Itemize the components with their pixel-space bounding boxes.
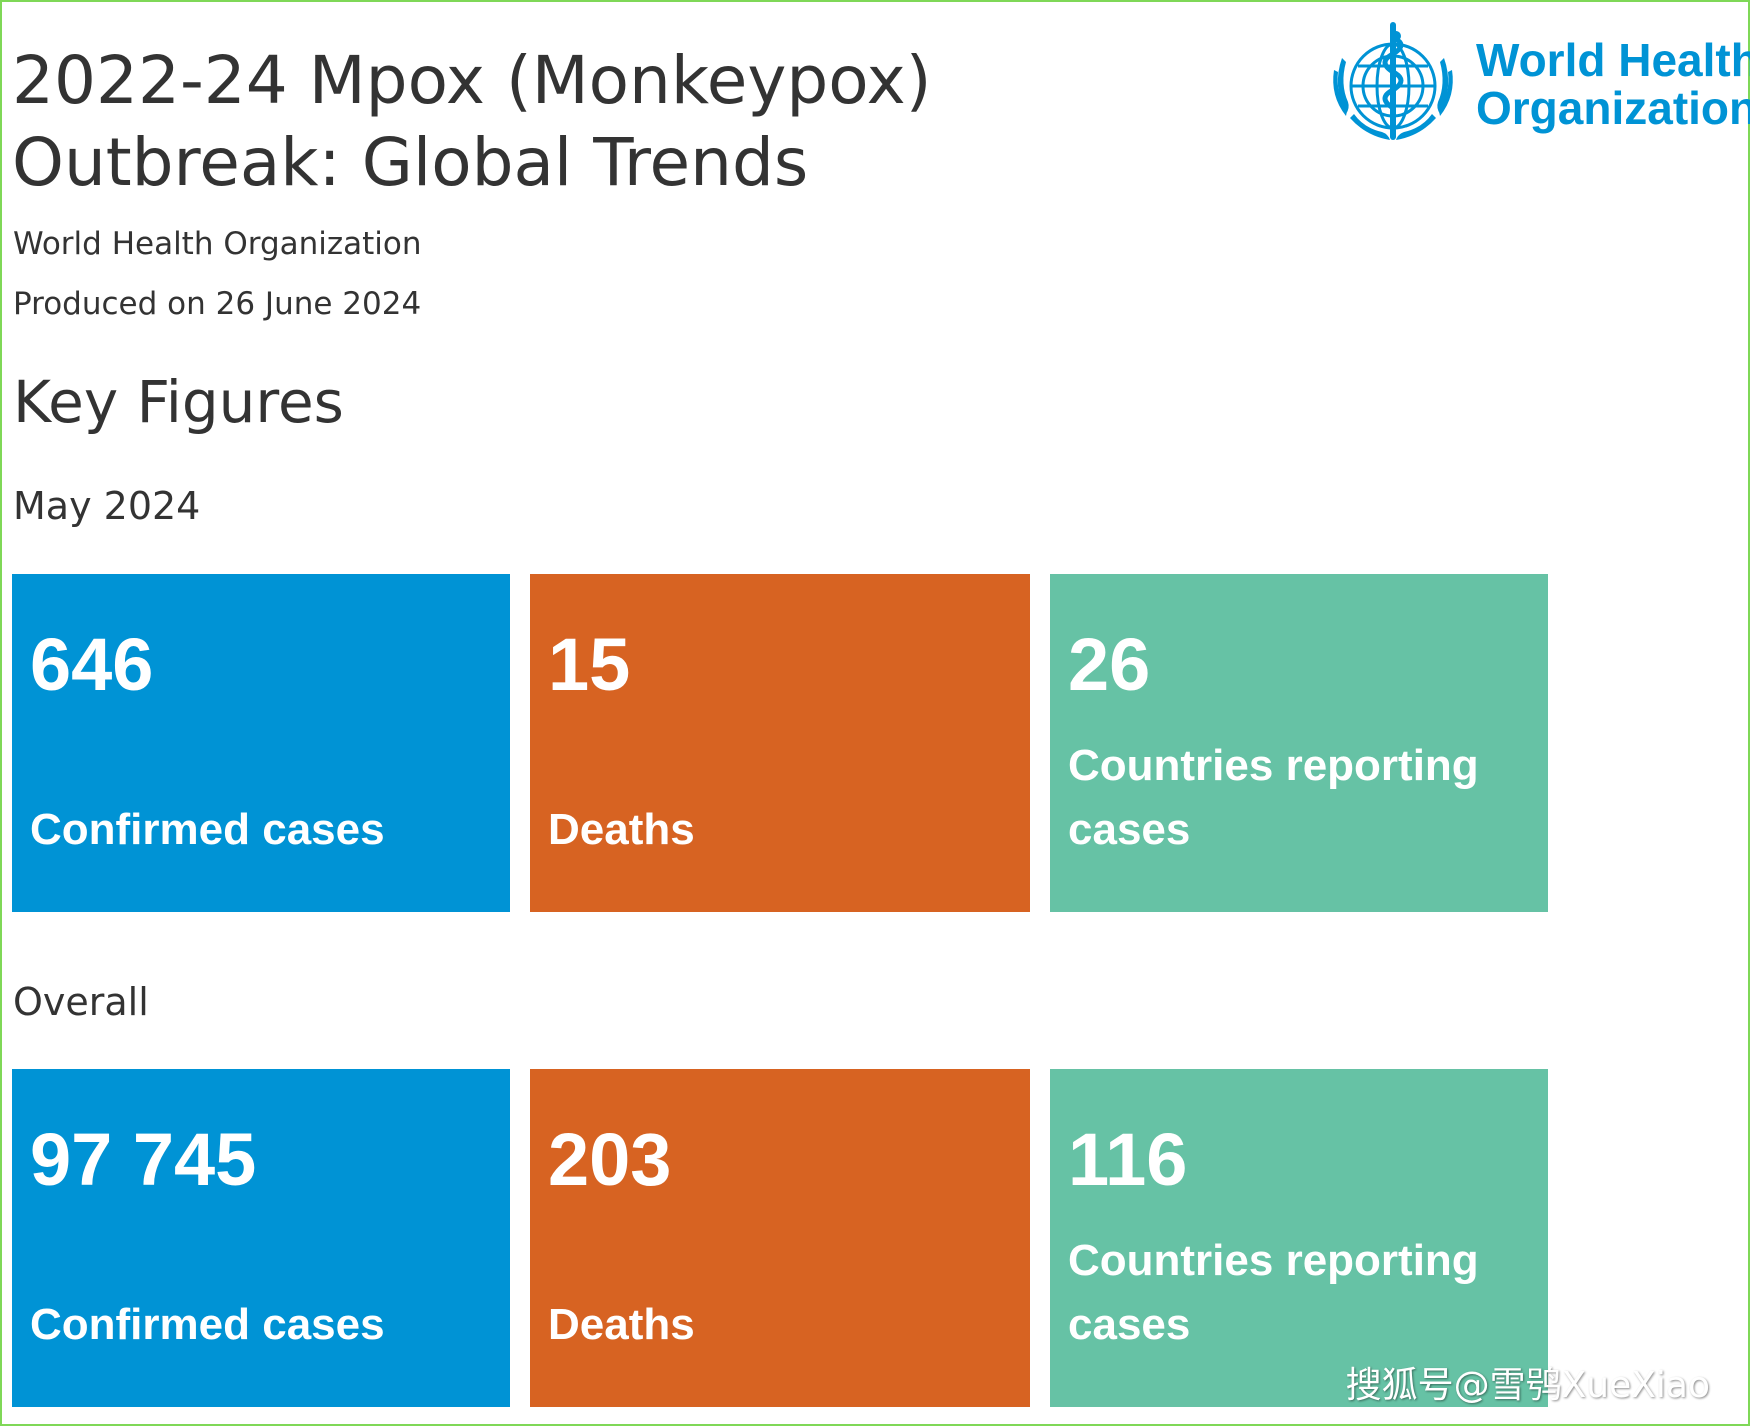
card-label: Countries reporting cases bbox=[1068, 1236, 1479, 1349]
page-title: 2022-24 Mpox (Monkeypox) Outbreak: Globa… bbox=[12, 42, 932, 201]
who-logo-line1: World Health bbox=[1476, 34, 1750, 86]
card-value: 15 bbox=[548, 623, 631, 706]
card-label: Confirmed cases bbox=[30, 1300, 385, 1349]
watermark: 搜狐号@雪鸮XueXiao bbox=[1345, 1365, 1710, 1406]
card-value: 646 bbox=[30, 623, 154, 706]
card-overall-countries: 116 Countries reporting cases bbox=[1050, 1069, 1548, 1407]
card-label: Confirmed cases bbox=[30, 805, 385, 854]
who-logo-text: World Health Organization bbox=[1476, 36, 1750, 132]
card-label: Deaths bbox=[548, 1300, 695, 1349]
key-figures-heading: Key Figures bbox=[13, 368, 344, 436]
card-value: 97 745 bbox=[30, 1118, 257, 1201]
card-may-confirmed: 646 Confirmed cases bbox=[12, 574, 510, 912]
card-label: Countries reporting cases bbox=[1068, 741, 1479, 854]
card-overall-deaths: 203 Deaths bbox=[530, 1069, 1030, 1407]
card-may-deaths: 15 Deaths bbox=[530, 574, 1030, 912]
who-emblem-icon bbox=[1333, 22, 1453, 140]
card-overall-confirmed: 97 745 Confirmed cases bbox=[12, 1069, 510, 1407]
card-value: 26 bbox=[1068, 623, 1151, 706]
card-value: 203 bbox=[548, 1118, 672, 1201]
period-label-may: May 2024 bbox=[13, 484, 201, 528]
produced-date: Produced on 26 June 2024 bbox=[13, 286, 422, 322]
who-logo-line2: Organization bbox=[1476, 82, 1750, 134]
card-label: Deaths bbox=[548, 805, 695, 854]
who-logo: World Health Organization bbox=[1320, 18, 1750, 148]
organization-name: World Health Organization bbox=[13, 226, 422, 262]
card-may-countries: 26 Countries reporting cases bbox=[1050, 574, 1548, 912]
period-label-overall: Overall bbox=[13, 980, 149, 1024]
card-value: 116 bbox=[1068, 1118, 1188, 1201]
